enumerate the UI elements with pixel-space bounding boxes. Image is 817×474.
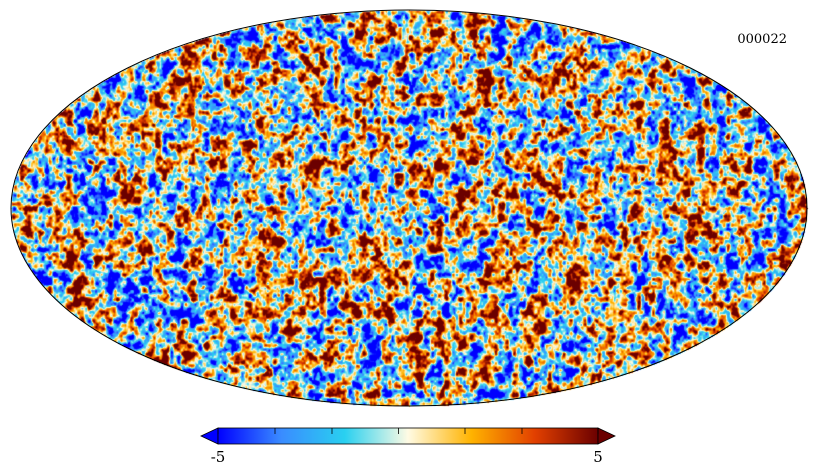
colorbar-min-label: -5 xyxy=(210,448,226,466)
colorbar-min-extension xyxy=(200,427,219,445)
colorbar-ticks xyxy=(217,428,599,434)
colorbar xyxy=(200,427,616,445)
map-outline xyxy=(10,9,808,407)
colorbar-max-extension xyxy=(597,427,616,445)
map-id-label: 000022 xyxy=(737,32,787,47)
colorbar-max-label: 5 xyxy=(593,448,603,466)
